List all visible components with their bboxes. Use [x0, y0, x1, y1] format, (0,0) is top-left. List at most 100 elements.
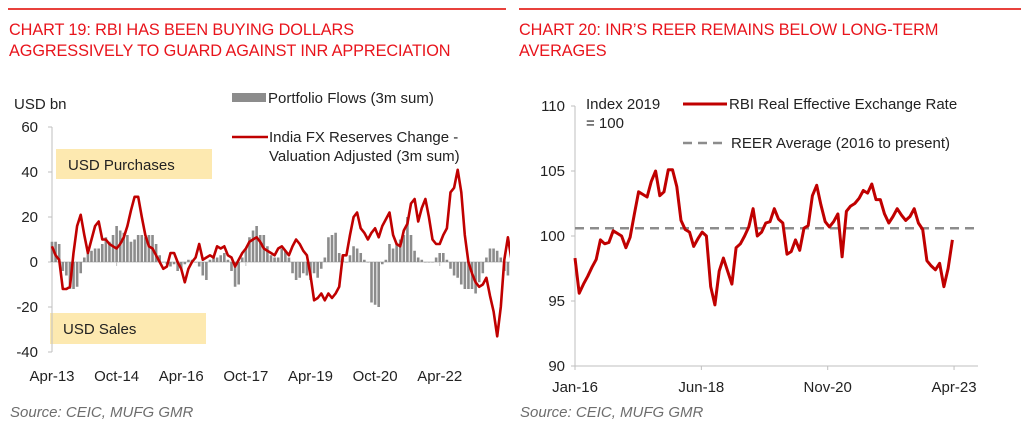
bar: [194, 262, 197, 263]
legend-label-portfolio-flows: Portfolio Flows (3m sum): [268, 90, 434, 107]
bar: [65, 262, 68, 276]
bar: [97, 248, 100, 262]
bar: [330, 235, 334, 262]
y-axis-label: USD bn: [14, 96, 67, 113]
bar: [251, 230, 255, 262]
bar: [208, 259, 212, 262]
legend-label-fx-reserves-line-2: Valuation Adjusted (3m sum): [269, 148, 460, 165]
bar: [161, 262, 165, 263]
bar: [79, 262, 83, 274]
bar: [456, 262, 459, 278]
bar: [72, 262, 75, 289]
bar: [108, 241, 111, 262]
legend-label-reer-average: REER Average (2016 to present): [731, 135, 950, 152]
bar: [291, 262, 294, 274]
bar: [90, 250, 93, 262]
usd-purchases-annotation-box: [56, 149, 212, 179]
bar: [205, 262, 208, 280]
bar: [183, 262, 187, 265]
bar: [427, 262, 431, 263]
bar: [230, 262, 233, 271]
bar: [122, 232, 126, 262]
y-tick-label: -20: [16, 299, 38, 316]
bar: [334, 232, 337, 262]
bar: [269, 255, 273, 262]
bar: [409, 235, 413, 262]
bar: [233, 262, 237, 287]
bar: [212, 257, 215, 262]
chart-title-line-2: AGGRESSIVELY TO GUARD AGAINST INR APPREC…: [9, 42, 451, 60]
bar: [147, 235, 151, 262]
bar: [305, 262, 309, 276]
bar: [226, 259, 230, 262]
bar: [75, 262, 79, 287]
bar: [352, 246, 355, 262]
bar: [370, 262, 373, 303]
bar: [266, 246, 269, 262]
bar: [420, 259, 424, 262]
x-tick-label: Apr-19: [288, 368, 333, 385]
bar: [495, 250, 499, 262]
bar: [452, 262, 456, 276]
x-tick-label: Apr-22: [417, 368, 462, 385]
bar: [434, 257, 438, 262]
bar: [50, 241, 54, 262]
bar: [373, 262, 377, 305]
legend-label-reer: RBI Real Effective Exchange Rate: [729, 96, 957, 113]
bar: [280, 248, 284, 262]
chart-title-line-2: AVERAGES: [519, 42, 607, 60]
bar: [115, 226, 118, 262]
bar: [438, 253, 442, 262]
bar: [474, 262, 477, 294]
chart-top-rule: [8, 8, 506, 10]
bar: [219, 255, 223, 262]
y-tick-label: 20: [21, 209, 38, 226]
bar: [140, 235, 144, 262]
bar: [488, 248, 492, 262]
bar: [237, 262, 240, 285]
bar: [93, 248, 97, 262]
bar: [380, 262, 384, 265]
bar: [323, 257, 327, 262]
usd-sales-annotation: USD Sales: [63, 321, 136, 338]
line-series-reer: [573, 168, 954, 307]
usd-sales-annotation-box: [50, 313, 206, 344]
bar: [255, 226, 258, 262]
bar: [363, 259, 366, 262]
bar: [348, 255, 352, 262]
legend-swatch-portfolio-flows: [232, 93, 266, 102]
chart-source: Source: CEIC, MUFG GMR: [520, 404, 704, 421]
bar: [337, 253, 341, 262]
chart-top-rule: [519, 8, 1021, 10]
bar: [244, 248, 248, 262]
bar: [176, 262, 179, 271]
y-tick-label: 40: [21, 164, 38, 181]
bar: [431, 262, 434, 263]
bar: [197, 262, 201, 267]
series-line: [50, 168, 510, 338]
chart-source: Source: CEIC, MUFG GMR: [10, 404, 194, 421]
chart-19-plot: USD Purchases USD Sales USD bn 60 40 20 0 -2…: [14, 90, 510, 385]
bar: [248, 237, 251, 262]
x-tick-label: Jun-18: [678, 379, 724, 396]
x-tick-label: Apr-13: [29, 368, 74, 385]
y-tick-label: 60: [21, 119, 38, 136]
chart-title-line-1: CHART 20: INR’S REER REMAINS BELOW LONG-…: [519, 21, 939, 39]
chart-title: CHART 19: RBI HAS BEEN BUYING DOLLARS AG…: [9, 20, 451, 62]
x-tick-label: Apr-23: [932, 379, 977, 396]
bar: [442, 253, 445, 262]
bar: [391, 248, 395, 262]
bar: [118, 230, 122, 262]
x-tick-label: Nov-20: [804, 379, 852, 396]
chart-19-panel: CHART 19: RBI HAS BEEN BUYING DOLLARS AG…: [0, 0, 510, 444]
bar: [445, 259, 449, 262]
bar: [492, 248, 495, 262]
bar: [258, 235, 262, 262]
bar: [485, 257, 488, 262]
bar: [481, 262, 485, 274]
bar-series-portfolio-flows: [50, 217, 510, 307]
bar: [359, 253, 363, 262]
bar: [223, 253, 226, 262]
bar: [136, 235, 140, 262]
bar: [57, 244, 61, 262]
